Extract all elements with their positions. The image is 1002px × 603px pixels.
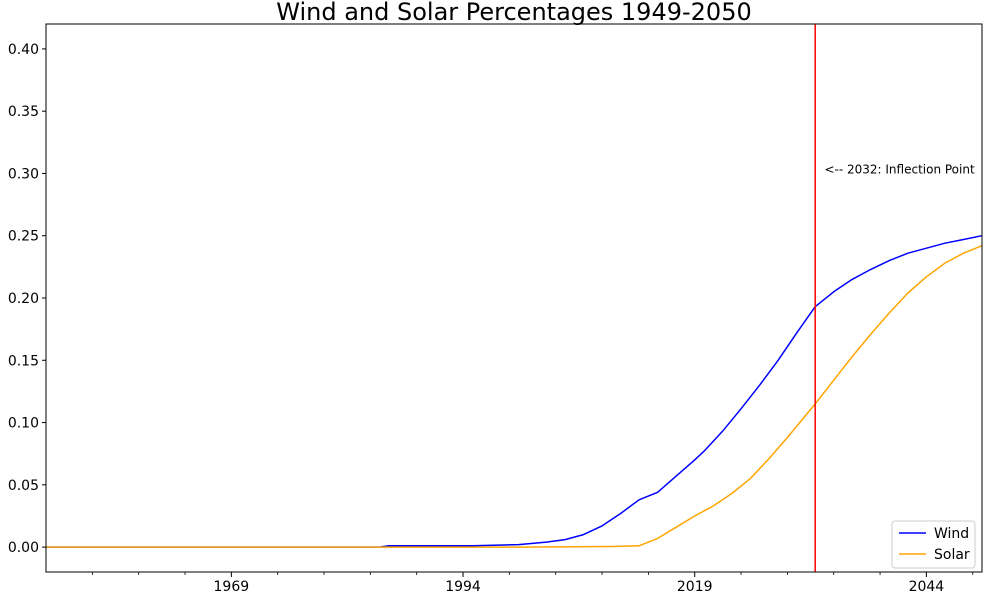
y-tick-label: 0.05	[8, 478, 39, 494]
y-tick-label: 0.25	[8, 229, 39, 245]
y-tick-label: 0.30	[8, 166, 39, 182]
legend: Wind Solar	[891, 520, 976, 569]
chart-title: Wind and Solar Percentages 1949-2050	[276, 0, 751, 26]
inflection-annotation: <-- 2032: Inflection Point	[824, 163, 975, 177]
legend-label-solar: Solar	[934, 547, 970, 563]
series-line-solar	[46, 245, 983, 548]
plot-area: <-- 2032: Inflection Point	[46, 24, 983, 572]
y-tick-label: 0.40	[8, 42, 39, 58]
x-axis: 1969 1994 2019 2044	[91, 572, 974, 595]
x-tick-label: 1969	[214, 579, 250, 595]
y-tick-label: 0.10	[8, 416, 39, 432]
y-tick-label: 0.00	[8, 540, 39, 556]
x-tick-label: 2019	[677, 579, 713, 595]
y-axis: 0.00 0.05 0.10 0.15 0.20 0.25 0.30 0.35 0.40	[8, 42, 46, 556]
axes-frame	[45, 23, 983, 573]
series-line-wind	[46, 234, 983, 548]
x-tick-label: 2044	[909, 579, 945, 595]
y-tick-label: 0.15	[8, 353, 39, 369]
x-tick-label: 1994	[445, 579, 481, 595]
y-tick-label: 0.20	[8, 291, 39, 307]
legend-label-wind: Wind	[934, 526, 969, 542]
y-tick-label: 0.35	[8, 104, 39, 120]
